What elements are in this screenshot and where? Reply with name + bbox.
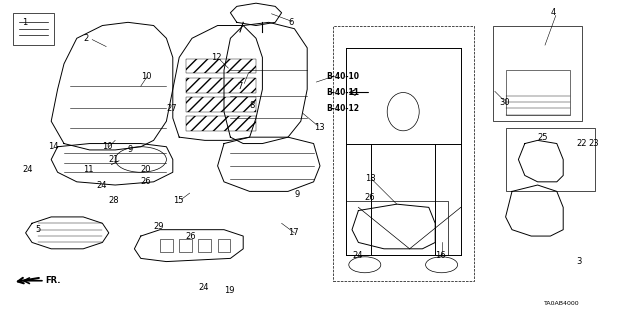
Text: 28: 28 — [109, 197, 120, 205]
Text: TA0AB4000: TA0AB4000 — [544, 300, 580, 306]
Text: B-40-10: B-40-10 — [326, 72, 360, 81]
Text: 9: 9 — [128, 145, 133, 154]
Text: 1: 1 — [22, 18, 28, 27]
Text: 18: 18 — [365, 174, 376, 183]
Bar — [218, 239, 230, 252]
Bar — [506, 70, 570, 115]
Text: 5: 5 — [35, 225, 40, 234]
Text: B-40-12: B-40-12 — [326, 104, 360, 113]
Text: 24: 24 — [96, 181, 106, 189]
Text: B-40-11: B-40-11 — [326, 88, 360, 97]
Bar — [506, 128, 595, 191]
Bar — [186, 97, 256, 112]
Bar — [160, 239, 173, 252]
Text: 11: 11 — [83, 165, 93, 174]
Text: 27: 27 — [166, 104, 177, 113]
Text: 29: 29 — [154, 222, 164, 231]
Bar — [198, 239, 211, 252]
Text: 6: 6 — [288, 18, 293, 27]
Text: 16: 16 — [435, 251, 446, 260]
Text: 23: 23 — [589, 139, 600, 148]
Bar — [186, 78, 256, 93]
Text: 10: 10 — [141, 72, 151, 81]
Text: 9: 9 — [294, 190, 300, 199]
Text: 30: 30 — [499, 98, 510, 107]
Text: 13: 13 — [314, 123, 324, 132]
Text: 8: 8 — [250, 101, 255, 110]
Text: 19: 19 — [224, 286, 234, 295]
Text: 26: 26 — [365, 193, 376, 202]
Text: 15: 15 — [173, 197, 183, 205]
Text: 24: 24 — [22, 165, 33, 174]
Bar — [13, 13, 54, 45]
Text: 20: 20 — [141, 165, 151, 174]
Text: 24: 24 — [198, 283, 209, 292]
Text: 22: 22 — [576, 139, 586, 148]
Text: 25: 25 — [538, 133, 548, 142]
Text: 4: 4 — [550, 8, 556, 17]
Text: 2: 2 — [83, 34, 88, 43]
Bar — [186, 116, 256, 131]
Text: 24: 24 — [352, 251, 362, 260]
Bar — [346, 201, 448, 255]
Text: 17: 17 — [288, 228, 299, 237]
Text: 3: 3 — [576, 257, 581, 266]
Text: 12: 12 — [211, 53, 221, 62]
Text: 14: 14 — [48, 142, 58, 151]
Bar — [186, 59, 256, 73]
Text: 26: 26 — [141, 177, 152, 186]
Text: 7: 7 — [237, 82, 242, 91]
Text: FR.: FR. — [45, 276, 60, 285]
Bar — [179, 239, 192, 252]
Text: 26: 26 — [186, 232, 196, 241]
Bar — [493, 26, 582, 121]
Text: 10: 10 — [102, 142, 113, 151]
Text: 21: 21 — [109, 155, 119, 164]
Bar — [333, 26, 474, 281]
